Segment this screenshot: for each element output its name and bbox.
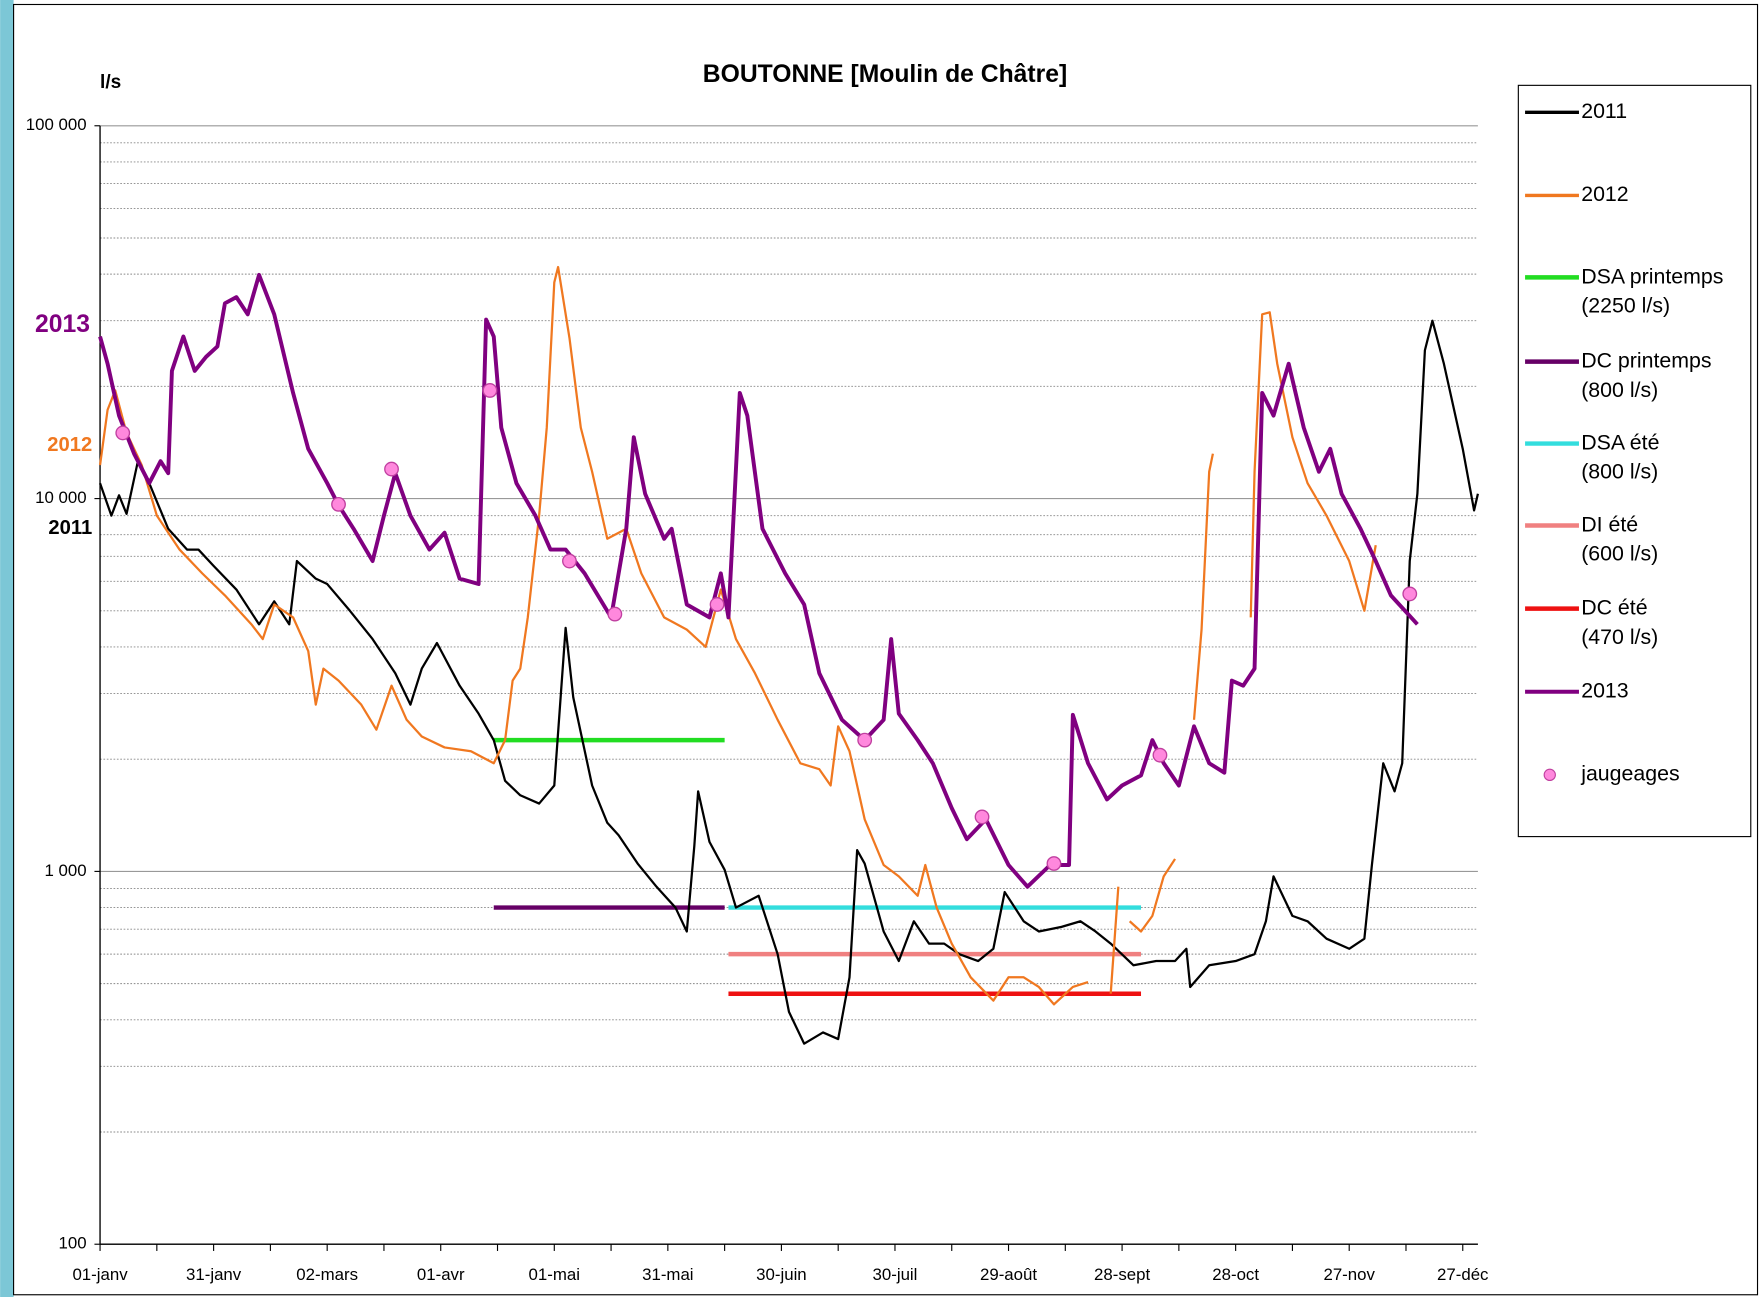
data-point [1046, 856, 1062, 871]
data-point [607, 606, 623, 622]
legend-label: DC été (470 l/s) [1581, 595, 1658, 648]
y-tick-label: 10 000 [35, 488, 86, 507]
data-point [709, 597, 725, 612]
x-tick-label: 28-sept [1094, 1265, 1150, 1284]
x-tick-label: 30-juin [756, 1265, 807, 1284]
legend-label: DSA été (800 l/s) [1581, 430, 1659, 483]
series-line [98, 319, 1480, 1045]
data-point [1152, 747, 1168, 763]
side-stripe [0, 0, 14, 1297]
data-point [482, 383, 498, 398]
legend-label: DI été (600 l/s) [1581, 512, 1658, 565]
series-line [98, 272, 1419, 889]
y-tick-label: 100 000 [26, 115, 87, 134]
annotation: 2011 [48, 517, 92, 539]
legend-swatch [1543, 768, 1556, 782]
series-line [98, 265, 1377, 1006]
x-tick-label: 30-juil [873, 1265, 918, 1284]
x-tick-label: 27-déc [1437, 1265, 1488, 1284]
legend-label: jaugeages [1580, 761, 1679, 785]
x-tick-label: 02-mars [296, 1265, 358, 1284]
legend-label: 2012 [1581, 182, 1628, 206]
y-tick-label: 1 000 [44, 861, 86, 880]
chart-title: BOUTONNE [Moulin de Châtre] [703, 61, 1067, 88]
x-tick-label: 01-janv [72, 1265, 128, 1284]
data-point [331, 496, 346, 512]
legend-label: 2013 [1581, 678, 1628, 702]
data-point [384, 461, 399, 477]
legend-label: 2011 [1581, 99, 1627, 123]
data-point [562, 553, 577, 569]
chart-frame [13, 3, 1759, 1296]
annotation: 2012 [47, 434, 92, 456]
legend-label: DC printemps (800 l/s) [1581, 348, 1711, 401]
x-tick-label: 28-oct [1212, 1265, 1259, 1284]
data-point [974, 809, 990, 825]
y-tick-label: 100 [59, 1234, 87, 1253]
x-tick-label: 27-nov [1323, 1265, 1375, 1284]
x-tick-label: 01-avr [417, 1265, 465, 1284]
y-axis-label: l/s [100, 72, 121, 93]
legend-label: DSA printemps (2250 l/s) [1581, 264, 1723, 317]
x-tick-label: 29-août [980, 1265, 1037, 1284]
data-point [857, 732, 873, 748]
x-tick-label: 31-janv [186, 1265, 242, 1284]
legend-box [1517, 84, 1752, 838]
data-point [1402, 586, 1418, 602]
data-point [115, 425, 131, 441]
annotation: 2013 [35, 311, 90, 338]
x-tick-label: 01-mai [529, 1265, 580, 1284]
x-tick-label: 31-mai [642, 1265, 693, 1284]
